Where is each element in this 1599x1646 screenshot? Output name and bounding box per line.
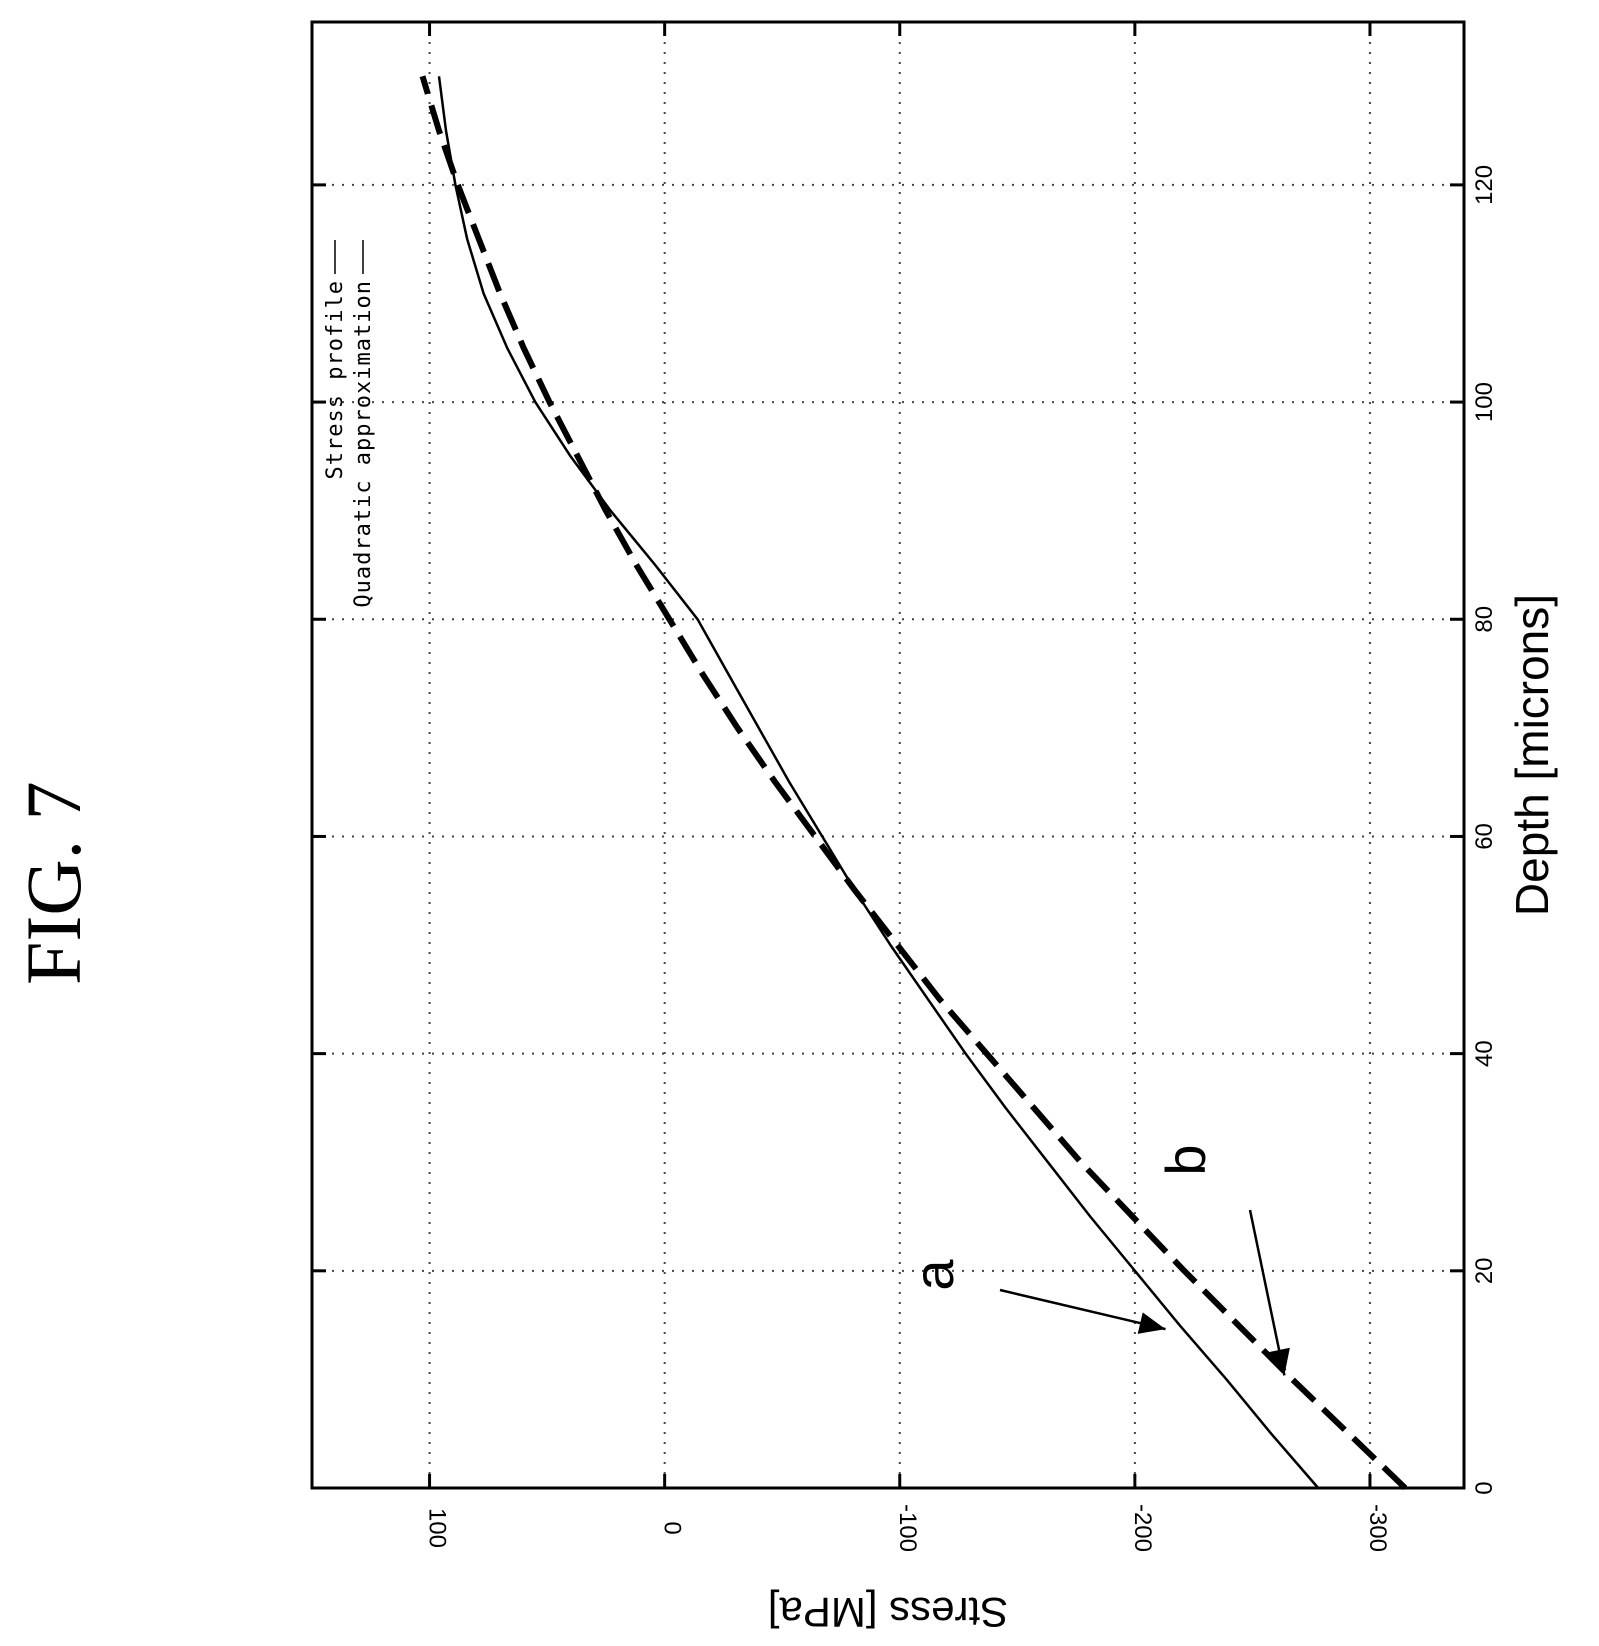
stress-tick-label: -100 [894, 1504, 921, 1552]
legend-entry-quadratic-approximation: Quadratic approximation [351, 280, 376, 608]
annotation-arrow-b-head [1268, 1347, 1290, 1376]
legend-entry-stress-profile: Stress profile [323, 280, 348, 479]
stress-tick-label: -200 [1129, 1504, 1156, 1552]
annotation-label-a: a [902, 1259, 965, 1291]
depth-tick-label: 20 [1471, 1257, 1498, 1284]
y-axis-label: Stress [MPa] [768, 1589, 1008, 1636]
stress-tick-label: -300 [1364, 1504, 1391, 1552]
axes-frame [310, 20, 1466, 1490]
depth-tick-label: 80 [1471, 606, 1498, 633]
annotation-arrow-a-head [1137, 1312, 1166, 1334]
stress-profile-curve [437, 76, 1320, 1489]
depth-tick-label: 100 [1471, 382, 1498, 422]
depth-tick-label: 120 [1471, 165, 1498, 205]
depth-tick-label: 60 [1471, 823, 1498, 850]
depth-tick-label: 40 [1471, 1040, 1498, 1067]
stress-tick-label: 100 [424, 1508, 451, 1548]
stress-tick-label: 0 [659, 1521, 686, 1534]
depth-tick-label: 0 [1471, 1481, 1498, 1494]
annotation-arrow-a-line [999, 1288, 1166, 1331]
stress-depth-chart: 0 20 40 60 80 100 120 100 0 -100 -200 -300 Depth [mi… [310, 20, 1558, 1636]
figure-label: FIG. 7 [10, 781, 97, 985]
plot-area [312, 22, 1464, 1488]
quadratic-approximation-curve [419, 75, 1408, 1491]
annotation-arrow-b-line [1248, 1209, 1286, 1376]
x-axis-label: Depth [microns] [1506, 594, 1558, 916]
annotation-label-b: b [1154, 1144, 1217, 1175]
